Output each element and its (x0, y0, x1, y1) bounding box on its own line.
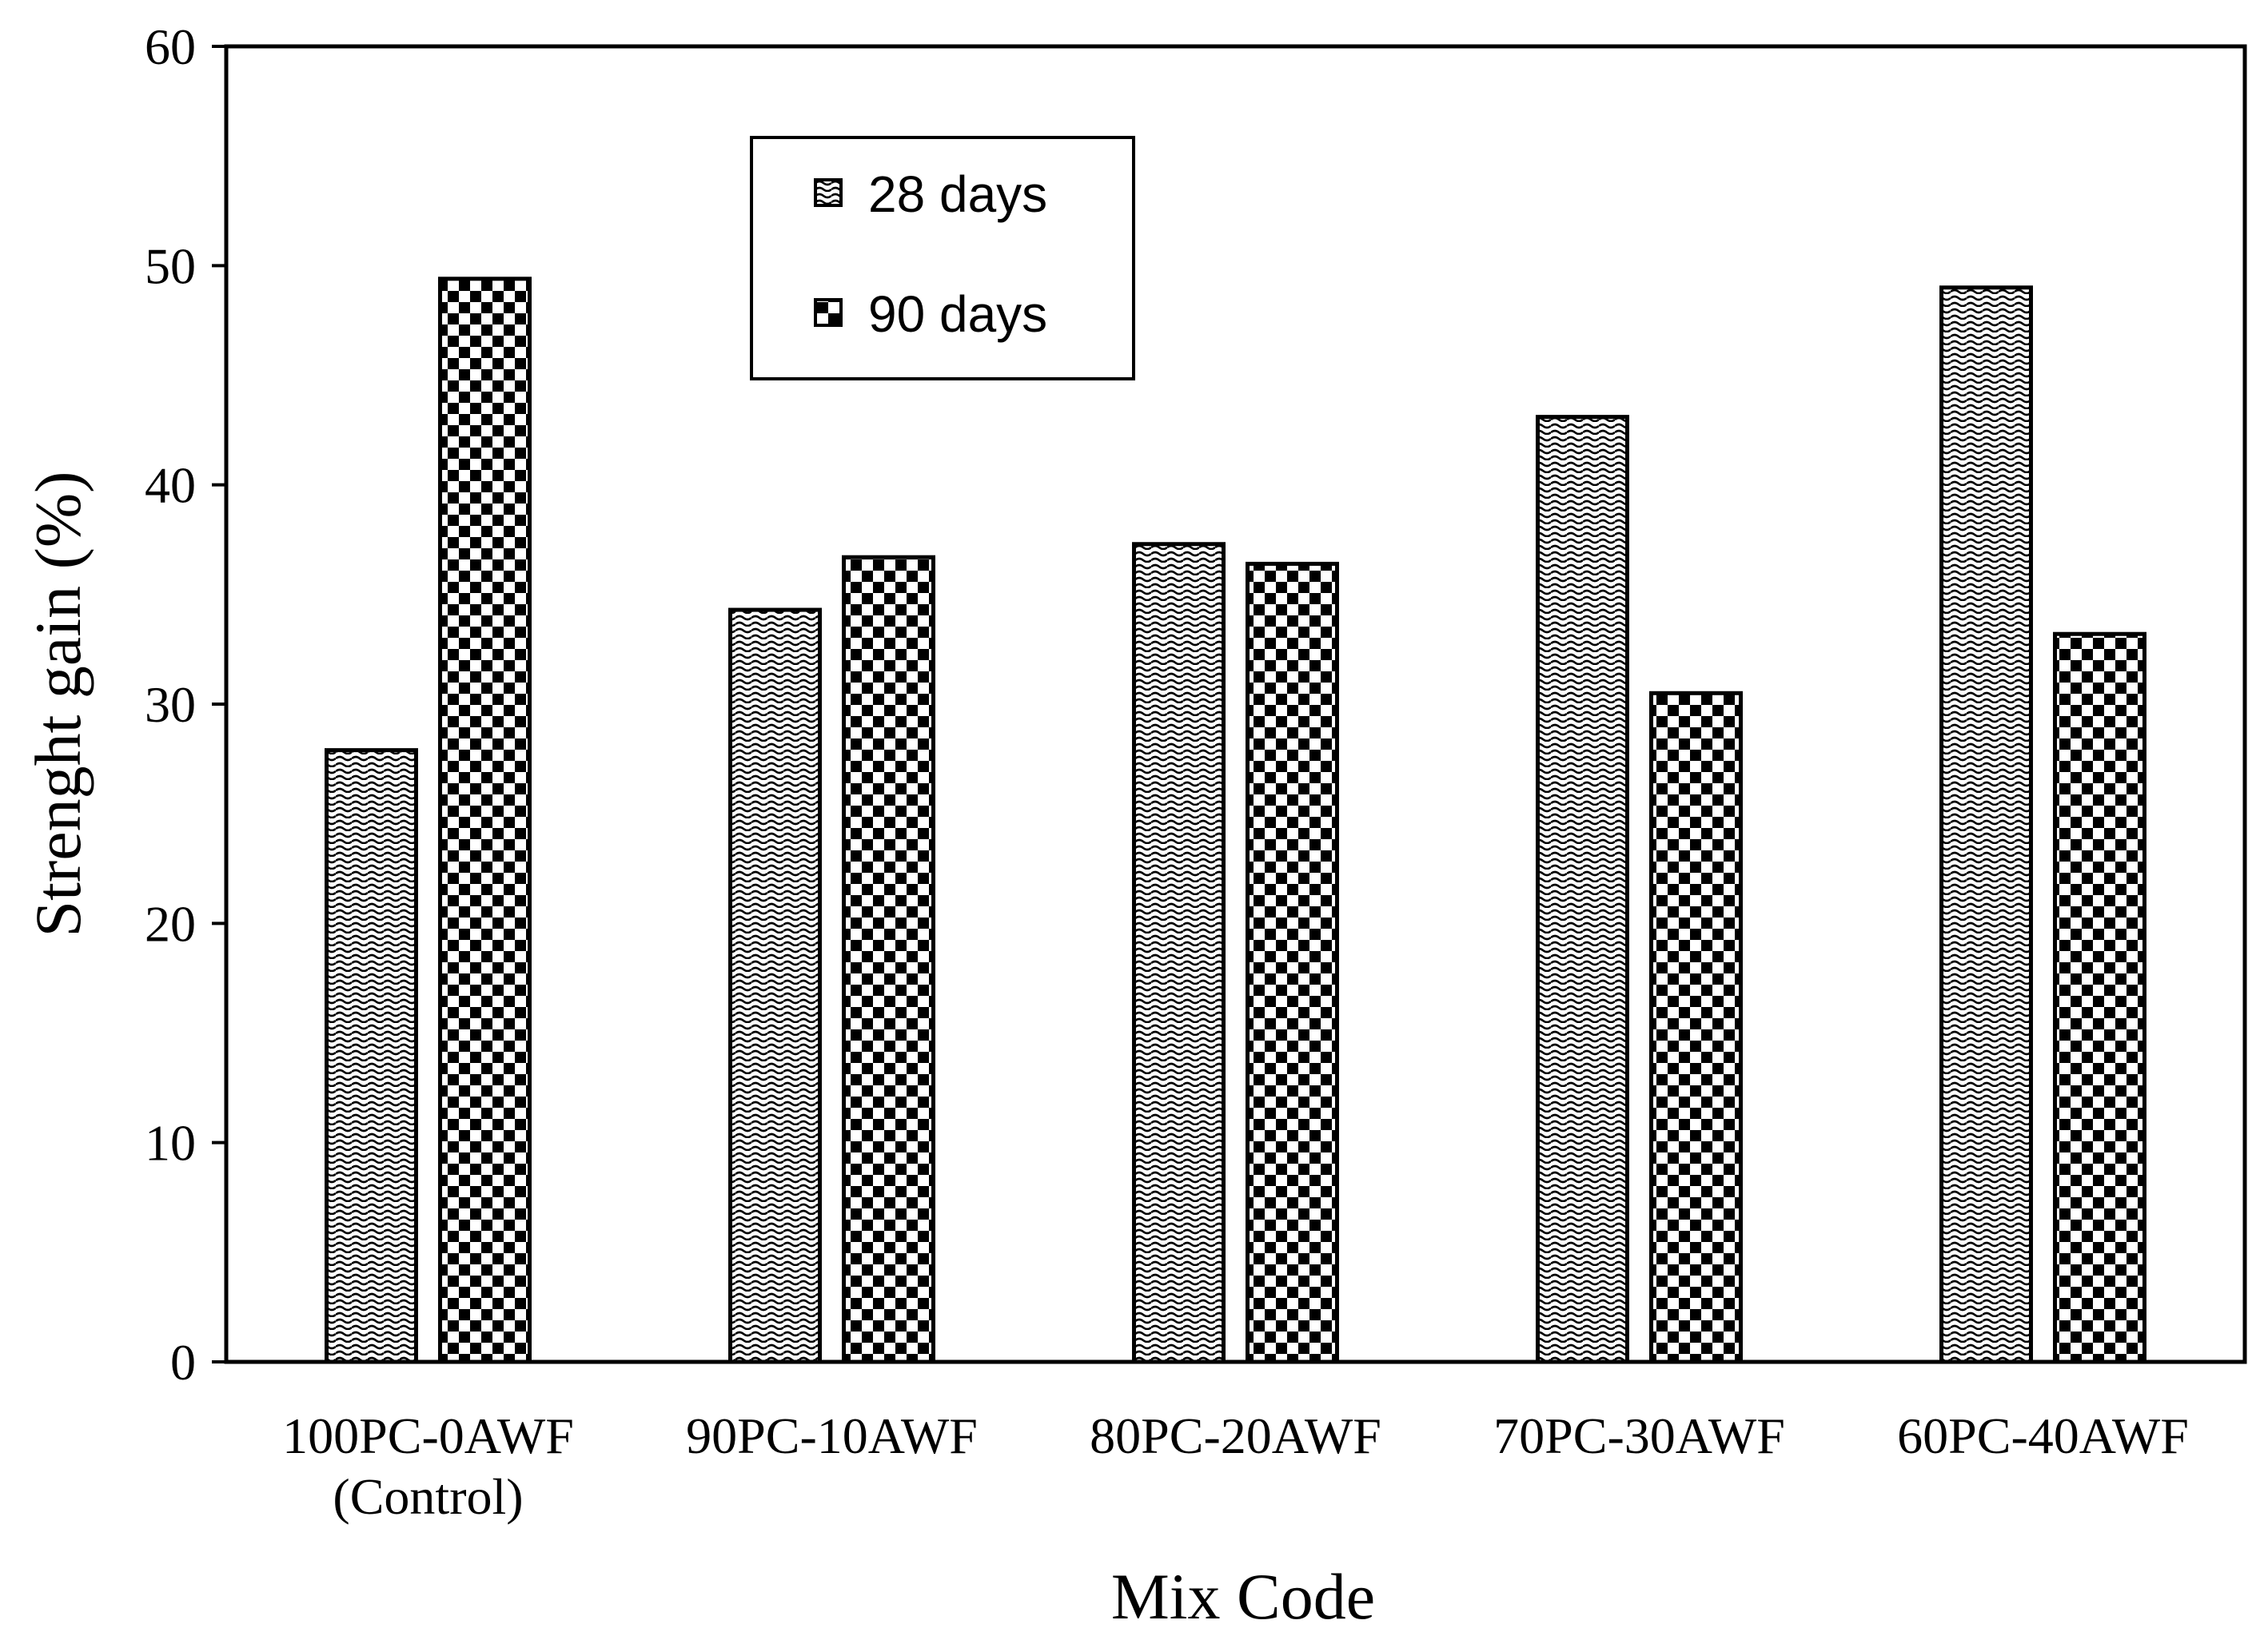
x-tick-label-line: 70PC-30AWF (1493, 1407, 1785, 1464)
y-tick-label: 40 (145, 457, 196, 514)
bar-90-days-3 (1246, 561, 1339, 1364)
bar-28-days-4 (1536, 415, 1629, 1364)
y-tick-label: 0 (170, 1334, 196, 1391)
legend: 28 days 90 days (750, 136, 1135, 380)
bar-90-days-1 (438, 277, 532, 1364)
x-axis-title: Mix Code (1111, 1560, 1375, 1633)
x-tick-label-line: (Control) (333, 1468, 523, 1525)
legend-label-90-days: 90 days (868, 285, 1047, 343)
y-axis: 0 10 20 30 40 50 60 (145, 18, 226, 1391)
y-tick-label: 20 (145, 895, 196, 952)
bar-90-days-2 (842, 555, 935, 1364)
x-tick-label: 100PC-0AWF (Control) (282, 1407, 574, 1525)
bars (325, 277, 2146, 1364)
x-tick-label: 60PC-40AWF (1897, 1407, 2189, 1464)
legend-swatch-90-days (814, 298, 843, 327)
legend-label-28-days: 28 days (868, 165, 1047, 223)
y-axis-title: Strenght gain (%) (22, 472, 94, 937)
bar-28-days-5 (1939, 285, 2033, 1364)
y-tick-label: 50 (145, 237, 196, 294)
x-tick-label: 90PC-10AWF (686, 1407, 978, 1464)
bar-28-days-3 (1132, 542, 1226, 1364)
x-tick-label: 70PC-30AWF (1493, 1407, 1785, 1464)
bar-90-days-4 (1649, 691, 1743, 1364)
x-tick-label: 80PC-20AWF (1090, 1407, 1381, 1464)
x-tick-label-line: 100PC-0AWF (282, 1407, 574, 1464)
bar-90-days-5 (2053, 631, 2146, 1364)
legend-swatch-28-days (814, 178, 843, 207)
bar-28-days-1 (325, 748, 418, 1364)
y-tick-label: 30 (145, 676, 196, 733)
bar-28-days-2 (728, 607, 822, 1364)
legend-box (750, 136, 1135, 380)
x-tick-label-line: 80PC-20AWF (1090, 1407, 1381, 1464)
x-tick-label-line: 60PC-40AWF (1897, 1407, 2189, 1464)
x-axis: 100PC-0AWF (Control) 90PC-10AWF 80PC-20AWF 7… (282, 1407, 2189, 1525)
y-tick-label: 60 (145, 18, 196, 75)
x-tick-label-line: 90PC-10AWF (686, 1407, 978, 1464)
y-tick-label: 10 (145, 1115, 196, 1172)
